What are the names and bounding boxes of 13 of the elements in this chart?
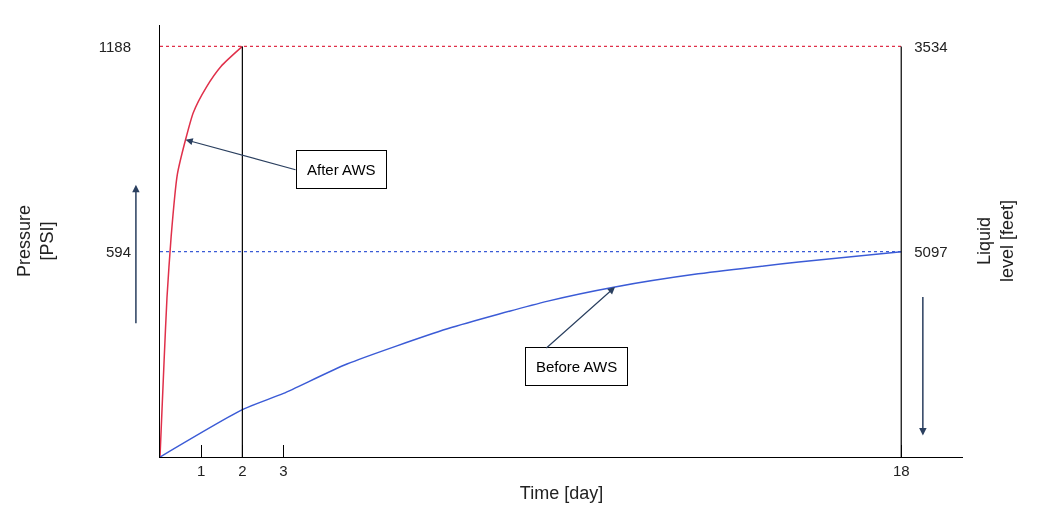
x-tick-label: 3 [279, 462, 288, 479]
y2-tick-label: 3534 [914, 37, 948, 55]
y-axis-title: Pressure [PSI] [13, 204, 57, 278]
y2-tick-label: 5097 [914, 242, 948, 260]
y-tick-label: 1188 [98, 37, 131, 55]
annotation: After AWS [307, 161, 376, 178]
x-tick-label: 1 [197, 462, 206, 479]
y-tick-label: 594 [105, 242, 131, 260]
x-tick-label: 18 [892, 462, 910, 479]
y2-axis-title: Liquid level [feet] [973, 199, 1018, 283]
x-tick-label: 2 [238, 462, 247, 479]
annotation: Before AWS [536, 358, 618, 375]
x-axis-title: Time [day] [519, 483, 604, 504]
